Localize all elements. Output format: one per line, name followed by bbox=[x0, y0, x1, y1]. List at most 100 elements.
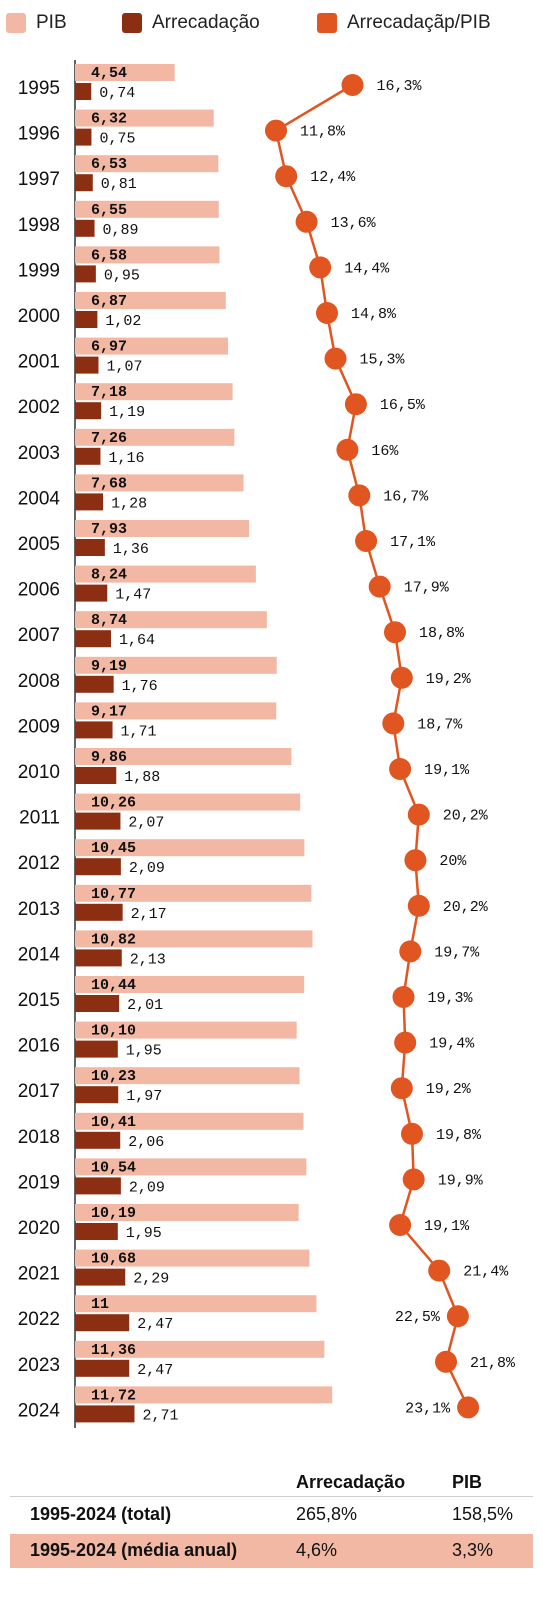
summary-row-label: 1995-2024 (total) bbox=[30, 1504, 172, 1524]
ratio-point bbox=[348, 484, 371, 507]
data-label-arrecadacao: 1,19 bbox=[109, 404, 145, 421]
data-label-ratio: 15,3% bbox=[360, 352, 406, 369]
data-label-arrecadacao: 2,13 bbox=[130, 951, 166, 968]
data-label-arrecadacao: 1,16 bbox=[108, 450, 144, 467]
ratio-point bbox=[392, 986, 415, 1008]
year-tick-label: 2023 bbox=[18, 1355, 60, 1376]
legend-swatch-ratio bbox=[317, 13, 337, 33]
year-tick-label: 2018 bbox=[18, 1127, 60, 1148]
data-label-arrecadacao: 1,36 bbox=[113, 541, 149, 558]
bar-arrecadacao bbox=[75, 1314, 130, 1332]
data-label-ratio: 13,6% bbox=[331, 215, 377, 232]
bar-arrecadacao bbox=[75, 356, 99, 374]
year-tick-label: 2006 bbox=[18, 580, 60, 601]
year-tick-label: 2004 bbox=[18, 488, 61, 509]
bar-arrecadacao bbox=[75, 1359, 130, 1377]
year-tick-label: 1995 bbox=[18, 78, 60, 99]
data-label-pib: 6,87 bbox=[91, 293, 127, 310]
bar-arrecadacao bbox=[75, 949, 122, 967]
bar-pib bbox=[75, 1386, 333, 1404]
bar-pib bbox=[75, 155, 219, 173]
legend: PIB Arrecadação Arrecadaçãp/PIB bbox=[0, 8, 543, 38]
ratio-point bbox=[384, 621, 406, 644]
bar-arrecadacao bbox=[75, 83, 92, 100]
year-tick-label: 2016 bbox=[18, 1036, 60, 1057]
data-label-ratio: 19,2% bbox=[426, 671, 472, 688]
bar-arrecadacao bbox=[75, 539, 105, 556]
bar-arrecadacao bbox=[75, 1040, 118, 1058]
data-label-arrecadacao: 1,28 bbox=[111, 495, 147, 512]
year-tick-label: 2022 bbox=[18, 1309, 60, 1330]
bar-arrecadacao bbox=[75, 1268, 126, 1286]
ratio-point bbox=[401, 1122, 423, 1145]
data-label-ratio: 21,8% bbox=[470, 1355, 516, 1372]
data-label-arrecadacao: 2,09 bbox=[129, 860, 165, 877]
ratio-point bbox=[407, 894, 430, 917]
data-label-arrecadacao: 2,06 bbox=[128, 1134, 164, 1151]
bar-pib bbox=[75, 428, 235, 446]
ratio-point bbox=[295, 210, 318, 233]
bar-arrecadacao bbox=[75, 630, 111, 648]
bar-arrecadacao bbox=[75, 767, 117, 784]
legend-item-pib: PIB bbox=[6, 12, 67, 34]
year-tick-label: 2012 bbox=[18, 853, 60, 874]
bar-pib bbox=[75, 565, 256, 583]
year-tick-label: 2000 bbox=[18, 306, 60, 327]
data-label-pib: 8,74 bbox=[91, 612, 127, 629]
ratio-point bbox=[336, 438, 359, 461]
data-label-arrecadacao: 1,76 bbox=[122, 678, 158, 695]
data-label-arrecadacao: 0,75 bbox=[99, 131, 135, 148]
year-tick-label: 2001 bbox=[18, 352, 60, 373]
data-label-ratio: 19,1% bbox=[424, 762, 470, 779]
data-label-pib: 6,53 bbox=[91, 156, 127, 173]
ratio-point bbox=[402, 1168, 425, 1191]
data-label-ratio: 19,7% bbox=[434, 944, 480, 961]
data-label-pib: 7,93 bbox=[91, 521, 127, 538]
data-label-arrecadacao: 0,81 bbox=[101, 176, 137, 193]
data-label-pib: 6,97 bbox=[91, 339, 127, 356]
data-label-pib: 9,17 bbox=[91, 703, 127, 720]
data-label-arrecadacao: 0,89 bbox=[103, 222, 139, 239]
bar-pib bbox=[75, 1295, 317, 1313]
year-tick-label: 1999 bbox=[18, 260, 60, 281]
bar-pib bbox=[75, 702, 277, 720]
data-label-arrecadacao: 2,09 bbox=[129, 1179, 165, 1196]
bar-pib bbox=[75, 1112, 304, 1130]
bar-pib bbox=[75, 109, 214, 127]
data-label-ratio: 20,2% bbox=[443, 808, 489, 825]
data-label-ratio: 17,1% bbox=[390, 534, 436, 551]
bar-pib bbox=[75, 1204, 299, 1221]
bar-pib bbox=[75, 839, 305, 857]
data-label-arrecadacao: 1,07 bbox=[106, 359, 142, 376]
ratio-point bbox=[389, 1214, 412, 1236]
data-label-pib: 10,41 bbox=[91, 1114, 136, 1131]
bar-pib bbox=[75, 383, 233, 401]
bar-pib bbox=[75, 656, 277, 674]
ratio-point bbox=[355, 530, 378, 552]
data-label-pib: 11,36 bbox=[91, 1342, 136, 1359]
bar-arrecadacao bbox=[75, 812, 121, 830]
summary-row-pib: 3,3% bbox=[452, 1540, 494, 1560]
ratio-point bbox=[344, 393, 367, 416]
ratio-point bbox=[407, 803, 430, 826]
summary-divider bbox=[10, 1496, 533, 1497]
ratio-series-line bbox=[274, 83, 470, 1408]
summary-row-media-anual: 1995-2024 (média anual) 4,6% 3,3% bbox=[10, 1534, 533, 1568]
data-label-pib: 10,44 bbox=[91, 977, 136, 994]
data-label-pib: 6,55 bbox=[91, 202, 127, 219]
data-label-arrecadacao: 1,47 bbox=[115, 587, 151, 604]
bar-arrecadacao bbox=[75, 903, 123, 921]
bar-pib bbox=[75, 793, 301, 811]
year-tick-label: 2014 bbox=[18, 944, 61, 965]
bar-pib bbox=[75, 292, 226, 309]
ratio-point bbox=[390, 1077, 413, 1100]
bar-pib bbox=[75, 1021, 297, 1039]
data-label-arrecadacao: 2,47 bbox=[137, 1362, 173, 1379]
legend-swatch-pib bbox=[6, 13, 26, 33]
year-tick-label: 2019 bbox=[18, 1172, 60, 1193]
bar-arrecadacao bbox=[75, 219, 95, 237]
bar-arrecadacao bbox=[75, 174, 93, 192]
year-tick-label: 1997 bbox=[18, 169, 60, 190]
bar-pib bbox=[75, 930, 313, 948]
year-tick-label: 2010 bbox=[18, 762, 60, 783]
